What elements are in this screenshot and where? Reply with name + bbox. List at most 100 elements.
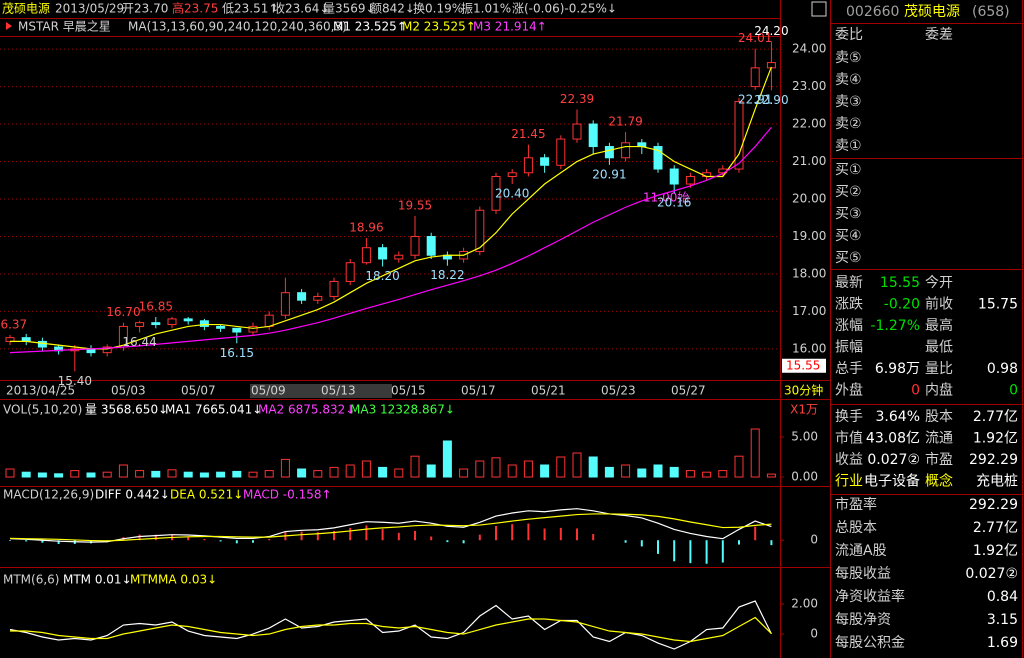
stat-label: 行业: [835, 474, 863, 490]
price-annotation: 16.44: [122, 335, 156, 349]
stock-count: (658): [972, 4, 1010, 20]
volume-bar: [685, 470, 695, 478]
panel-header: MA2 6875.832↓: [258, 403, 355, 417]
ask-level: 卖②: [835, 116, 862, 132]
last-price: 15.55: [786, 358, 820, 372]
candle-body: [410, 235, 420, 256]
stock-name: 茂硕电源: [904, 3, 960, 20]
stat-label: 最新: [835, 275, 863, 291]
stat-value: 6.98万: [875, 361, 920, 377]
panel-header: MA1 7665.041↓: [165, 403, 262, 417]
x-tick-label: 05/27: [671, 384, 706, 398]
ask-level: 卖③: [835, 94, 862, 110]
volume-bar: [750, 428, 760, 478]
stat-label: 换手: [835, 408, 863, 425]
panel-toggle[interactable]: [811, 1, 827, 17]
volume-bar: [151, 470, 161, 478]
volume-bar: [653, 464, 663, 478]
stock-code: 002660: [846, 4, 899, 20]
price-annotation: 20.91: [592, 167, 626, 181]
volume-bar: [216, 471, 226, 478]
scroll-thumb[interactable]: [250, 384, 392, 398]
panel-header: MTMMA 0.03↓: [130, 573, 217, 587]
x-tick-label: 2013/04/25: [6, 384, 75, 398]
candle-body: [248, 325, 258, 333]
finance-label: 每股公积金: [835, 635, 905, 651]
stat-label: 市盈: [925, 451, 953, 468]
candle-body: [151, 322, 161, 326]
stat-label: 外盘: [835, 382, 863, 399]
volume-bar: [734, 455, 744, 478]
dea-line: [9, 513, 772, 542]
indicator-header: MA(13,13,60,90,240,120,240,360,3): [128, 20, 347, 34]
stat-label: 最高: [925, 317, 953, 334]
volume-bar: [248, 471, 258, 478]
y-tick-label: 19.00: [792, 229, 826, 243]
x-tick-label: 05/07: [181, 384, 216, 398]
candle-body: [556, 138, 566, 166]
stat-label: 总手: [835, 361, 863, 377]
price-annotation: 21.45: [511, 127, 545, 141]
candle-body: [750, 67, 760, 88]
y-tick-label: 24.00: [792, 42, 826, 56]
candle-body: [685, 176, 695, 185]
x-tick-label: 05/21: [531, 384, 566, 398]
finance-label: 市盈率: [835, 496, 877, 513]
bid-level: 买①: [835, 162, 862, 178]
volume-bar: [766, 473, 776, 478]
candle-body: [426, 235, 436, 256]
candle-body: [653, 146, 663, 170]
stat-value: 0: [911, 383, 920, 399]
price-annotation: 18.96: [349, 220, 383, 234]
panel-header: 量 3568.650↓: [85, 403, 168, 417]
volume-bar: [523, 460, 533, 478]
price-annotation: 22.91: [738, 92, 772, 106]
candle-body: [313, 295, 323, 301]
price-annotation: 20.16: [657, 196, 691, 210]
indicator-header: MSTAR 早晨之星: [18, 20, 111, 34]
volume-bar: [621, 464, 631, 478]
y-tick-label: 18.00: [792, 266, 826, 280]
volume-bar: [264, 470, 274, 478]
stat-value: 15.75: [978, 297, 1018, 313]
volume-bar: [604, 466, 614, 478]
quote-header: 额842↓: [370, 2, 415, 16]
volume-bar: [410, 455, 420, 478]
finance-value: 1.92亿: [973, 543, 1018, 559]
quote-header: 高23.75: [172, 1, 218, 16]
order-diff: 委差: [925, 27, 953, 43]
volume-bar: [21, 471, 31, 478]
y-tick-label: 17.00: [792, 304, 826, 318]
stat-value: -0.20: [884, 297, 920, 313]
volume-bar: [588, 456, 598, 478]
price-annotation: 24.01: [738, 31, 772, 45]
volume-bar: [556, 456, 566, 478]
volume-bar: [135, 470, 145, 478]
panel-header: VOL(5,10,20): [3, 403, 82, 417]
price-annotation: 24.20: [754, 24, 788, 38]
stat-label: 收益: [835, 452, 863, 468]
candle-body: [523, 157, 533, 174]
volume-bar: [5, 468, 15, 478]
volume-bar: [507, 464, 517, 478]
finance-value: 0.027②: [965, 566, 1018, 582]
price-annotation: 20.40: [495, 187, 529, 201]
volume-bar: [54, 473, 64, 478]
moving-average: [9, 126, 772, 354]
stat-value: 292.29: [969, 452, 1018, 468]
volume-bar: [37, 472, 47, 478]
finance-value: 0.84: [987, 589, 1018, 605]
panel-header: MACD -0.158↑: [243, 488, 332, 502]
volume-bar: [329, 466, 339, 478]
price-annotation: 22.39: [560, 92, 594, 106]
volume-bar: [475, 460, 485, 478]
y-tick-label: 0: [810, 627, 818, 641]
y-tick-label: 22.00: [792, 117, 826, 131]
stat-value: 3.64%: [876, 409, 920, 425]
panel-header: DEA 0.521↓: [170, 488, 243, 502]
volume-bar: [540, 464, 550, 478]
